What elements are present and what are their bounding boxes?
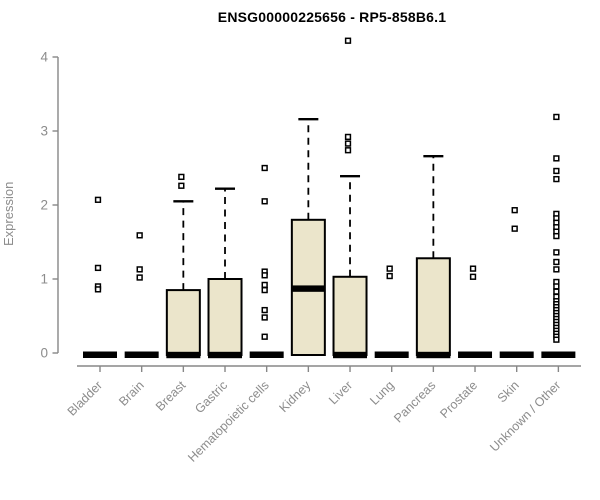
outlier-point [261,198,268,205]
outlier-point [553,283,560,290]
outlier-point [261,164,268,172]
outlier-point [553,113,560,121]
box-rect [415,257,451,356]
outlier-point [178,173,185,181]
category-label: Brain [116,378,147,409]
y-tick-label: 0 [40,346,48,361]
box-rect [332,275,368,356]
outlier-point [344,147,352,154]
outlier-point [469,273,477,280]
outlier-point [553,167,560,175]
outlier-point [386,265,393,272]
collapsed-box-bar [374,351,409,358]
outlier-point [136,274,143,281]
outlier-point [261,272,268,279]
category-label: Unknown / Other [487,378,563,454]
category-label: Breast [153,378,189,414]
outlier-point [386,272,393,280]
chart-title: ENSG00000225656 - RP5-858B6.1 [217,9,447,25]
y-tick-label: 2 [40,198,48,213]
outlier-point [344,37,352,44]
category-label: Gastric [192,378,230,416]
outlier-point [178,182,185,189]
median-line [166,351,201,359]
outlier-point [511,225,518,232]
outlier-point [136,266,143,273]
collapsed-box-bar [124,351,159,358]
y-tick-label: 4 [40,50,48,65]
outlier-point [469,265,477,272]
outlier-point [94,196,102,203]
collapsed-box-bar [458,351,493,358]
outlier-point [553,155,560,162]
y-tick-label: 1 [40,272,48,287]
outlier-point [261,333,268,340]
y-tick-label: 3 [40,124,48,139]
category-label: Skin [495,378,522,405]
category-label: Bladder [65,378,105,418]
outlier-point [136,232,143,239]
outlier-point [94,264,102,272]
median-line [208,351,243,359]
outlier-point [553,288,560,295]
category-label: Lung [367,378,397,408]
outlier-point [553,258,560,266]
collapsed-box-bar [249,351,284,358]
category-label: Pancreas [391,378,438,425]
outlier-point [553,249,560,256]
category-label: Liver [326,378,355,407]
outlier-point [344,140,352,147]
median-line [416,351,451,359]
category-label: Hematopoietic cells [185,378,272,465]
outlier-point [261,314,268,321]
outlier-point [261,281,268,289]
median-line [291,285,326,292]
outlier-point [553,336,560,343]
collapsed-box-bar [83,351,117,358]
collapsed-box-bar [499,351,534,358]
median-line [333,351,368,359]
outlier-point [553,232,560,240]
outlier-point [553,175,560,183]
outlier-point [94,286,102,293]
outlier-point [344,133,352,141]
collapsed-box-bar [541,351,576,358]
outlier-point [261,306,268,314]
outlier-point [261,286,268,294]
category-label: Prostate [437,378,480,421]
outlier-point [553,266,560,273]
box-rect [207,278,243,356]
category-label: Kidney [277,378,314,415]
box-rect [165,289,201,357]
outlier-point [511,207,518,214]
